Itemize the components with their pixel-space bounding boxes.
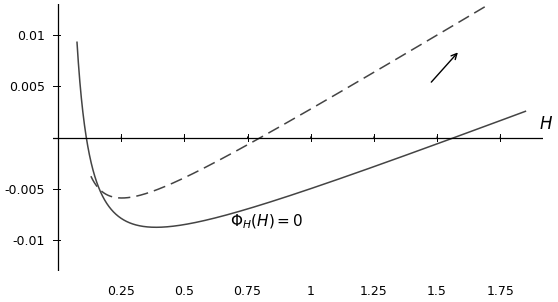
Text: $\Phi_H(H) = 0$: $\Phi_H(H) = 0$ xyxy=(230,213,303,231)
Text: $H$: $H$ xyxy=(540,115,554,133)
